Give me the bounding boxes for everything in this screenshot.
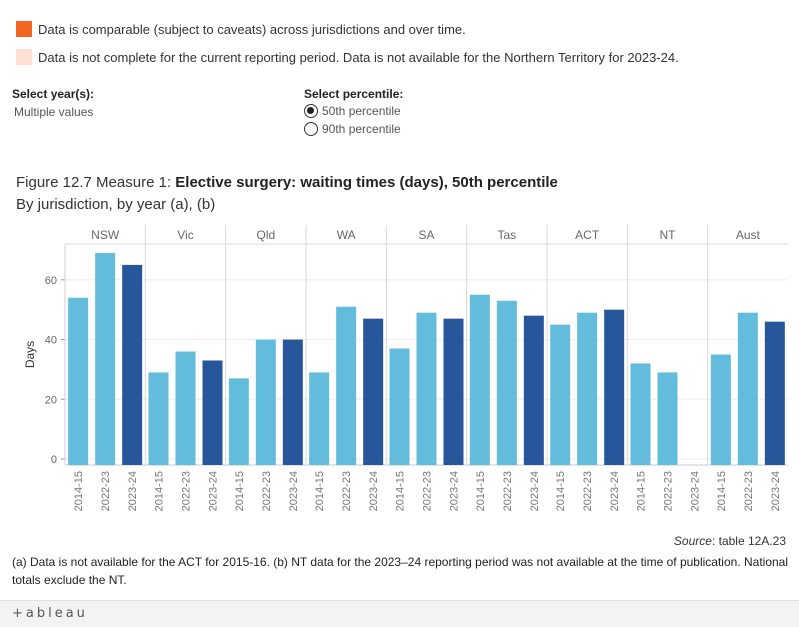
x-tick-label: 2014-15 [636, 471, 648, 511]
tableau-logo[interactable]: +ableau [12, 606, 88, 621]
bar-qld-2023-24 [282, 339, 303, 465]
tableau-footer: +ableau [0, 600, 799, 627]
bar-aust-2022-23 [737, 312, 758, 465]
percentile-filter-label: Select percentile: [304, 87, 404, 101]
figure-title: Figure 12.7 Measure 1: Elective surgery:… [16, 174, 558, 191]
bar-nsw-2014-15 [68, 297, 89, 465]
figure-title-main: Elective surgery: waiting times (days), … [175, 174, 558, 191]
footnote: (a) Data is not available for the ACT fo… [12, 555, 789, 587]
legend-swatch-incomplete [16, 49, 32, 65]
panel-header-tas: Tas [497, 228, 516, 242]
x-tick-label: 2022-23 [261, 471, 273, 511]
x-tick-label: 2014-15 [73, 471, 85, 511]
percentile-option-50th-label: 50th percentile [322, 104, 401, 118]
percentile-option-90th-label: 90th percentile [322, 122, 401, 136]
legend-item-incomplete: Data is not complete for the current rep… [16, 49, 679, 65]
bar-act-2022-23 [577, 312, 598, 465]
bar-vic-2014-15 [148, 372, 169, 465]
x-tick-label: 2022-23 [582, 471, 594, 511]
x-tick-label: 2023-24 [368, 471, 380, 511]
year-filter-dropdown[interactable]: Multiple values [14, 105, 94, 119]
x-tick-label: 2023-24 [449, 471, 461, 511]
legend-item-comparable: Data is comparable (subject to caveats) … [16, 21, 466, 37]
panel-header-act: ACT [575, 228, 600, 242]
percentile-option-90th[interactable]: 90th percentile [304, 122, 401, 136]
bar-aust-2014-15 [710, 354, 731, 465]
x-tick-label: 2014-15 [716, 471, 728, 511]
radio-50th[interactable] [304, 104, 318, 118]
x-tick-label: 2022-23 [341, 471, 353, 511]
tableau-logo-text: +ableau [12, 606, 88, 621]
percentile-option-50th[interactable]: 50th percentile [304, 104, 401, 118]
source-label: Source [673, 534, 712, 548]
x-tick-label: 2023-24 [690, 471, 702, 511]
panel-header-nsw: NSW [91, 228, 120, 242]
x-tick-label: 2023-24 [127, 471, 139, 511]
x-tick-label: 2022-23 [743, 471, 755, 511]
x-tick-label: 2023-24 [288, 471, 300, 511]
bar-vic-2023-24 [202, 360, 223, 465]
x-tick-label: 2014-15 [555, 471, 567, 511]
figure-title-prefix: Figure 12.7 Measure 1: [16, 174, 176, 191]
bar-qld-2022-23 [255, 339, 276, 465]
x-tick-label: 2014-15 [234, 471, 246, 511]
panel-header-sa: SA [418, 228, 434, 242]
y-tick-label: 20 [45, 394, 57, 406]
panel-header-nt: NT [660, 228, 677, 242]
bar-tas-2023-24 [523, 315, 544, 465]
bar-wa-2014-15 [309, 372, 330, 465]
x-tick-label: 2014-15 [154, 471, 166, 511]
bar-sa-2023-24 [443, 318, 464, 465]
bar-vic-2022-23 [175, 351, 196, 465]
bar-nt-2014-15 [630, 363, 651, 465]
bar-wa-2023-24 [363, 318, 384, 465]
x-tick-label: 2014-15 [475, 471, 487, 511]
x-tick-label: 2023-24 [208, 471, 220, 511]
bar-nt-2022-23 [657, 372, 678, 465]
bar-nsw-2022-23 [95, 252, 116, 465]
legend-text-comparable: Data is comparable (subject to caveats) … [38, 21, 466, 37]
panel-header-vic: Vic [177, 228, 193, 242]
bar-nsw-2023-24 [122, 264, 143, 465]
y-tick-label: 60 [45, 275, 57, 287]
x-tick-label: 2022-23 [100, 471, 112, 511]
legend-text-incomplete: Data is not complete for the current rep… [38, 49, 679, 65]
x-tick-label: 2023-24 [770, 471, 782, 511]
bar-aust-2023-24 [764, 321, 785, 465]
bar-act-2014-15 [550, 324, 571, 465]
x-tick-label: 2023-24 [529, 471, 541, 511]
panel-header-aust: Aust [736, 228, 761, 242]
y-tick-label: 40 [45, 335, 57, 347]
figure-subtitle: By jurisdiction, by year (a), (b) [16, 196, 216, 213]
bar-tas-2014-15 [469, 294, 490, 465]
source-text: : table 12A.23 [711, 534, 786, 548]
bar-sa-2014-15 [389, 348, 410, 465]
bar-tas-2022-23 [496, 300, 517, 465]
x-tick-label: 2023-24 [609, 471, 621, 511]
radio-90th[interactable] [304, 122, 318, 136]
bar-wa-2022-23 [336, 306, 357, 465]
x-tick-label: 2022-23 [181, 471, 193, 511]
y-axis-label: Days [23, 341, 37, 368]
x-tick-label: 2014-15 [314, 471, 326, 511]
year-filter-label: Select year(s): [12, 87, 95, 101]
legend-swatch-comparable [16, 21, 32, 37]
source-note: Source: table 12A.23 [674, 534, 786, 548]
bar-act-2023-24 [604, 309, 625, 465]
x-tick-label: 2022-23 [502, 471, 514, 511]
bar-sa-2022-23 [416, 312, 437, 465]
bar-chart: Days 0 20 40 60 NSW 2014-15 2022-23 2023-24 Vic 20… [23, 225, 788, 511]
bar-qld-2014-15 [228, 378, 249, 465]
x-tick-label: 2022-23 [422, 471, 434, 511]
panel-header-qld: Qld [256, 228, 275, 242]
x-tick-label: 2022-23 [663, 471, 675, 511]
x-tick-label: 2014-15 [395, 471, 407, 511]
panel-header-wa: WA [337, 228, 356, 242]
y-tick-label: 0 [51, 454, 57, 466]
